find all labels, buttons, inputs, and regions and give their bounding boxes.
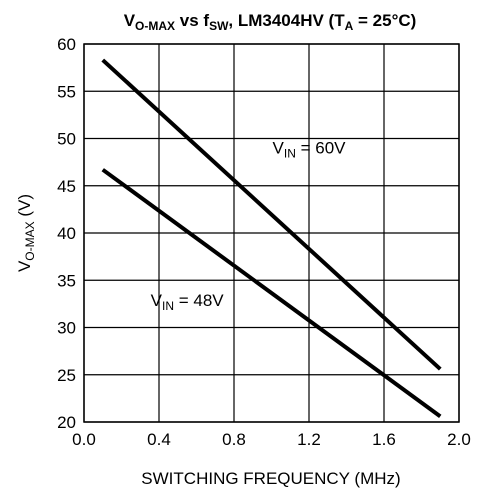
series-annotation-1: VIN = 48V — [151, 291, 225, 313]
y-tick-label-2: 30 — [57, 319, 76, 338]
x-tick-label-4: 1.6 — [372, 430, 396, 449]
y-tick-label-5: 45 — [57, 177, 76, 196]
y-tick-label-3: 35 — [57, 271, 76, 290]
x-tick-label-0: 0.0 — [72, 430, 96, 449]
plot-frame — [83, 43, 460, 423]
x-tick-label-5: 2.0 — [447, 430, 471, 449]
annotations: VIN = 60V VIN = 48V — [151, 139, 347, 313]
y-axis-title: VO-MAX (V) — [15, 194, 37, 272]
x-tick-labels: 0.0 0.4 0.8 1.2 1.6 2.0 — [72, 430, 471, 449]
series-line-0 — [101, 58, 442, 371]
y-tick-label-4: 40 — [57, 224, 76, 243]
series-group — [101, 58, 442, 418]
x-tick-label-2: 0.8 — [222, 430, 246, 449]
x-tick-label-1: 0.4 — [147, 430, 171, 449]
x-tick-label-3: 1.2 — [297, 430, 321, 449]
x-axis-title: SWITCHING FREQUENCY (MHz) — [141, 469, 400, 488]
y-tick-labels: 20 25 30 35 40 45 50 55 60 — [57, 35, 76, 432]
y-tick-label-8: 60 — [57, 35, 76, 54]
chart-title: VO-MAX vs fSW, LM3404HV (TA = 25°C) — [124, 11, 417, 33]
series-annotation-0: VIN = 60V — [273, 139, 347, 161]
series-line-1 — [101, 168, 442, 418]
y-tick-label-7: 55 — [57, 82, 76, 101]
y-tick-label-0: 20 — [57, 413, 76, 432]
y-tick-label-1: 25 — [57, 366, 76, 385]
y-tick-label-6: 50 — [57, 130, 76, 149]
